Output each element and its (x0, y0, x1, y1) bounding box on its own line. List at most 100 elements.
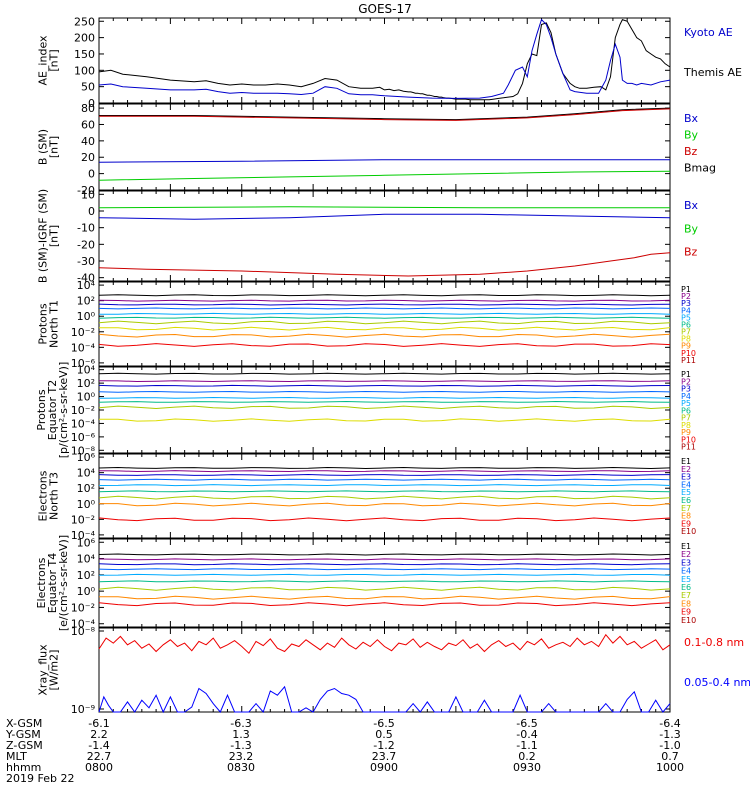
panel-1: 250 200 150 100 50 0 AE_index[nT] Kyoto AE Themi… (37, 15, 742, 110)
series-line (98, 685, 671, 714)
channel-line (98, 602, 671, 607)
y-axis-label: Electrons (35, 557, 48, 608)
channel-line (98, 466, 671, 470)
orbit-row-label: hhmm (6, 761, 41, 774)
orbit-cell: -6.5 (516, 717, 537, 730)
channel-line (98, 478, 671, 481)
channel-line (98, 372, 671, 375)
y-tick-label: 10⁻⁴ (71, 417, 96, 430)
y-tick-label: 10⁴ (77, 364, 96, 377)
legend-entry: Bx (684, 199, 699, 212)
channel-line (98, 396, 671, 399)
y-tick-label: 10⁻² (71, 326, 95, 339)
y-tick-label: 10⁴ (77, 553, 96, 566)
y-tick-label: -40 (77, 272, 95, 285)
y-tick-label: 60 (81, 118, 95, 131)
orbit-cell: 1.3 (232, 728, 250, 741)
y-tick-label: 10⁴ (77, 467, 96, 480)
legend-entry: P9 (681, 428, 691, 437)
channel-line (98, 473, 671, 477)
orbit-cell: -6.1 (88, 717, 109, 730)
legend-entry: P6 (681, 320, 691, 329)
orbit-cell: 0830 (227, 761, 255, 774)
orbit-cell: 0.5 (375, 728, 393, 741)
channel-line (98, 586, 671, 591)
y-tick-label: 10⁰ (77, 310, 96, 323)
legend-entry: 0.1-0.8 nm (684, 636, 744, 649)
legend-entry: P5 (681, 399, 691, 408)
channel-line (99, 418, 671, 422)
y-tick-label: 10⁰ (77, 498, 96, 511)
legend-entry: Bmag (684, 162, 716, 175)
channel-line (98, 470, 671, 473)
y-tick-label: -20 (77, 184, 95, 197)
date-label: 2019 Feb 22 (6, 772, 74, 785)
y-axis-label: Protons (37, 303, 50, 344)
y-tick-label: 10⁻⁴ (71, 341, 96, 354)
y-tick-label: 20 (81, 151, 95, 164)
legend-entry: E7 (681, 591, 691, 600)
orbit-cell: -6.4 (659, 717, 680, 730)
legend-entry: P7 (681, 414, 691, 423)
y-tick-label: 10⁶ (77, 451, 96, 464)
orbit-cell: -1.4 (88, 739, 109, 752)
y-tick-label: 10⁻² (71, 404, 95, 417)
series-line (98, 170, 671, 181)
y-tick-label: 0 (88, 97, 95, 110)
channel-line (98, 303, 671, 306)
y-axis-label: [e/(cm²-s-sr-keV)] (57, 535, 70, 631)
orbit-cell: 23.7 (372, 750, 397, 763)
legend-entry: Bx (684, 112, 699, 125)
y-axis-label: North T1 (48, 300, 61, 348)
y-tick-label: 10⁻⁴ (71, 618, 96, 631)
series-line (98, 159, 670, 163)
legend-entry: P1 (681, 285, 691, 294)
legend-entry: P11 (681, 356, 696, 365)
legend-entry: E7 (681, 504, 691, 513)
y-tick-label: 10⁶ (77, 536, 96, 549)
channel-line (98, 316, 671, 319)
legend-entry: P3 (681, 385, 691, 394)
orbit-row-label: X-GSM (6, 717, 42, 730)
y-axis-label: Electrons (37, 470, 50, 521)
channel-line (98, 495, 671, 500)
series-line (98, 18, 671, 101)
y-axis-label: [nT] (48, 225, 61, 247)
y-tick-label: 10² (77, 482, 95, 495)
legend-entry: E3 (681, 558, 691, 567)
channel-line (98, 400, 671, 403)
legend-entry: By (684, 222, 699, 235)
y-tick-label: -20 (77, 238, 95, 251)
series-line (98, 252, 671, 277)
y-axis-label: B (SM)-IGRF (SM) (37, 189, 50, 283)
y-tick-label: 10⁻⁶ (71, 431, 96, 444)
series-line (98, 213, 671, 220)
orbit-cell: -1.2 (373, 739, 394, 752)
channel-line (98, 517, 671, 522)
panel-3: 10 0 -10 -20 -30 -40 B (SM)-IGRF (SM)[nT] Bx By B… (37, 188, 699, 284)
y-tick-label: 0 (88, 168, 95, 181)
channel-line (98, 490, 671, 493)
legend-entry: P4 (681, 392, 691, 401)
orbit-cell: 1000 (656, 761, 684, 774)
channel-line (98, 484, 671, 487)
panel-frame (98, 453, 671, 539)
y-axis-label: [p/(cm²-s-sr-keV)] (57, 362, 70, 459)
y-tick-label: 0 (88, 205, 95, 218)
y-tick-label: 10⁴ (77, 279, 96, 292)
series-line (98, 206, 670, 209)
legend-entry: Themis AE (683, 66, 742, 79)
y-tick-label: 10² (77, 569, 95, 582)
y-axis-label: North T3 (48, 472, 61, 520)
legend-entry: P7 (681, 328, 691, 337)
series-line (98, 633, 671, 654)
channel-line (98, 384, 671, 387)
orbit-cell: -1.3 (659, 728, 680, 741)
channel-line (98, 333, 671, 338)
legend-entry: P4 (681, 306, 691, 315)
y-axis-label: Equator T2 (46, 380, 59, 440)
orbit-cell: -1.3 (230, 739, 251, 752)
legend-entry: P11 (681, 443, 696, 452)
